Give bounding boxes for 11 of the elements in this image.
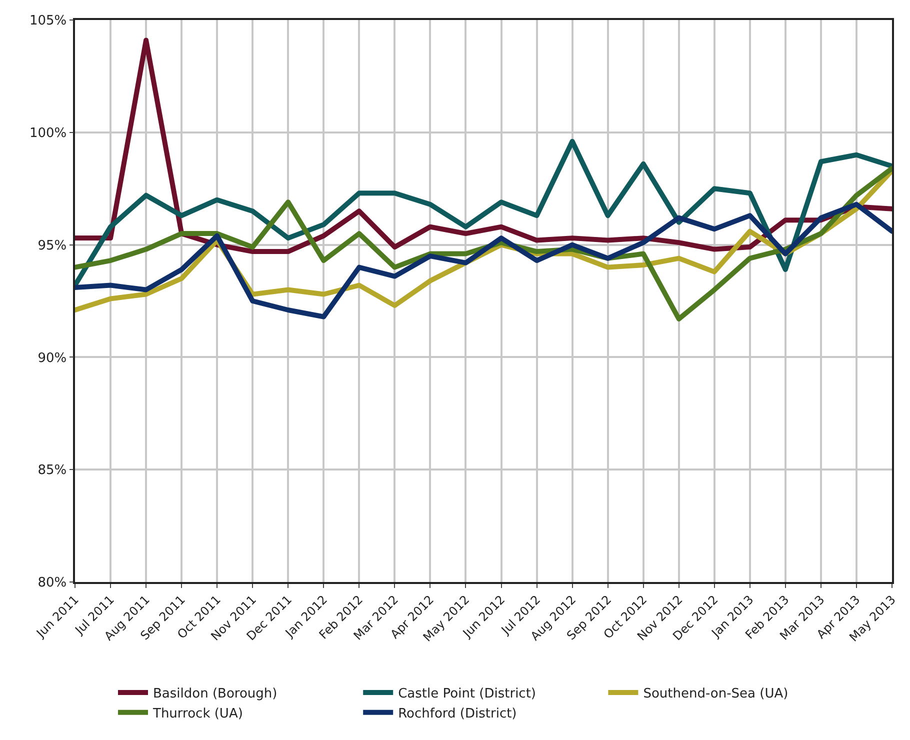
y-tick-label: 95% [38,238,67,254]
legend-label: Southend-on-Sea (UA) [643,686,788,702]
y-tick-label: 80% [38,576,67,591]
y-tick-label: 100% [29,126,67,141]
legend-label: Castle Point (District) [398,686,536,702]
y-tick-label: 105% [29,14,67,29]
legend-label: Basildon (Borough) [153,686,278,702]
y-tick-label: 90% [38,350,67,366]
legend-label: Thurrock (UA) [152,706,243,722]
legend-label: Rochford (District) [398,706,517,722]
y-tick-label: 85% [38,463,67,478]
